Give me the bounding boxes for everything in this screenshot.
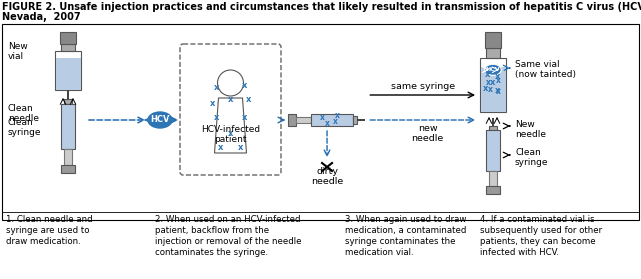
Text: 4. If a contaminated vial is
subsequently used for other
patients, they can beco: 4. If a contaminated vial is subsequentl… <box>480 215 602 257</box>
Text: x: x <box>485 70 491 79</box>
Text: 3. When again used to draw
medication, a contaminated
syringe contaminates the
m: 3. When again used to draw medication, a… <box>345 215 467 257</box>
Text: x: x <box>495 86 501 95</box>
Bar <box>63 99 72 104</box>
Text: x: x <box>495 72 501 81</box>
Ellipse shape <box>148 112 172 128</box>
Text: Clean
syringe: Clean syringe <box>8 118 42 137</box>
Text: HCV: HCV <box>150 116 170 124</box>
Bar <box>486 186 500 194</box>
Circle shape <box>217 70 244 96</box>
Bar <box>488 126 497 130</box>
Bar <box>67 90 69 99</box>
Text: same syringe: same syringe <box>390 82 454 91</box>
Text: new
needle: new needle <box>412 124 444 143</box>
Text: x: x <box>214 83 219 93</box>
Bar <box>489 171 497 186</box>
Text: x: x <box>324 119 329 129</box>
Text: x: x <box>486 78 490 87</box>
Bar <box>486 48 500 57</box>
Polygon shape <box>215 98 247 153</box>
Text: x: x <box>335 112 339 121</box>
Bar <box>485 32 501 48</box>
Text: x: x <box>214 114 219 122</box>
Bar <box>353 116 357 124</box>
Text: x: x <box>488 85 492 94</box>
Bar <box>311 114 353 126</box>
Bar <box>357 119 365 121</box>
Text: New
needle: New needle <box>515 120 546 140</box>
Text: Clean
needle: Clean needle <box>8 104 39 123</box>
Bar <box>56 58 81 90</box>
Bar <box>55 50 81 90</box>
Bar <box>64 148 72 165</box>
Text: x: x <box>238 143 243 153</box>
Bar <box>61 165 75 173</box>
Bar <box>2 24 639 220</box>
Text: HCV-infected
patient: HCV-infected patient <box>201 125 260 145</box>
Text: x: x <box>483 84 488 93</box>
Text: x: x <box>490 78 495 87</box>
Text: x: x <box>242 81 247 90</box>
FancyBboxPatch shape <box>180 44 281 175</box>
Bar <box>480 57 506 112</box>
Text: Clean
syringe: Clean syringe <box>515 148 549 167</box>
Text: Same vial
(now tainted): Same vial (now tainted) <box>515 60 576 80</box>
Text: x: x <box>246 95 251 105</box>
Bar <box>61 104 75 148</box>
Bar <box>60 32 76 44</box>
Bar <box>61 44 75 50</box>
Text: New
vial: New vial <box>8 42 28 61</box>
Text: x: x <box>242 114 247 122</box>
Text: x: x <box>218 143 223 153</box>
Text: FIGURE 2. Unsafe injection practices and circumstances that likely resulted in t: FIGURE 2. Unsafe injection practices and… <box>2 2 641 12</box>
Text: x: x <box>210 98 215 107</box>
Bar <box>492 118 494 126</box>
Text: Nevada,  2007: Nevada, 2007 <box>2 12 81 22</box>
Text: x: x <box>228 95 233 105</box>
Bar <box>481 68 506 112</box>
Text: 1. Clean needle and
syringe are used to
draw medication.: 1. Clean needle and syringe are used to … <box>6 215 93 246</box>
Bar <box>296 117 311 123</box>
Text: x: x <box>228 129 233 138</box>
Text: x: x <box>333 117 337 126</box>
Text: dirty
needle: dirty needle <box>311 167 343 186</box>
Text: x: x <box>319 114 324 122</box>
Text: x: x <box>495 76 501 85</box>
Text: x: x <box>495 87 501 96</box>
Text: 2. When used on an HCV-infected
patient, backflow from the
injection or removal : 2. When used on an HCV-infected patient,… <box>155 215 301 257</box>
Ellipse shape <box>485 64 501 75</box>
Text: HCV: HCV <box>486 67 501 72</box>
Bar <box>486 130 500 171</box>
Bar <box>288 114 296 126</box>
